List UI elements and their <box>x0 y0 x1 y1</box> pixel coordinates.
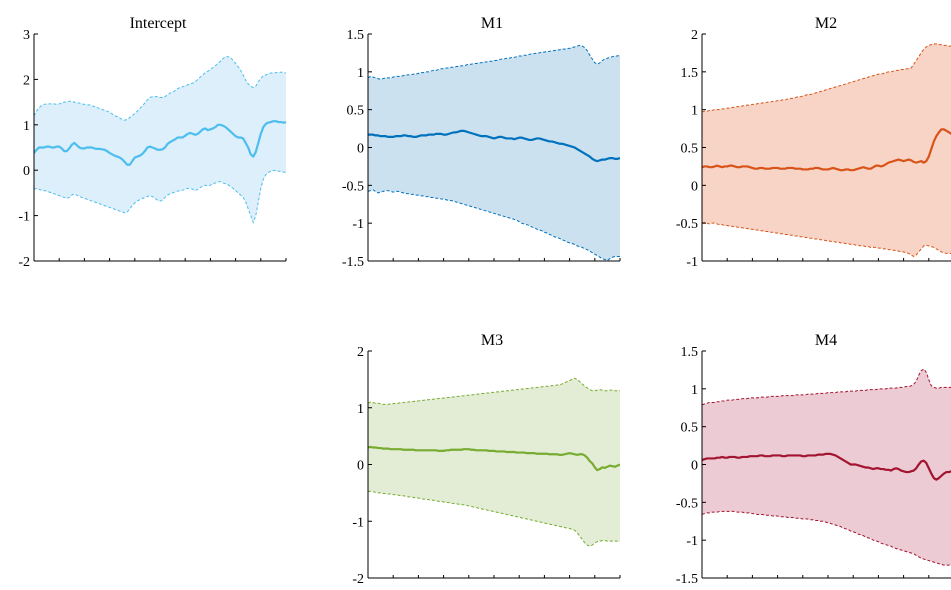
subplot-m2: -1 -0.5 0 0.5 1 1.5 2 M2 <box>676 15 951 270</box>
y-tick-label-intercept: 1 <box>23 119 30 134</box>
plot-area-m2 <box>702 43 951 258</box>
subplot-m1: -1.5 -1 -0.5 0 0.5 1 1.5 M1 <box>342 15 621 270</box>
lower-bound-line-m3 <box>368 490 620 547</box>
y-tick-label-intercept: -2 <box>18 255 30 270</box>
y-tick-label-m3: 2 <box>357 345 364 360</box>
plot-area-m4 <box>702 368 951 566</box>
y-tick-label-m3: 0 <box>357 459 364 474</box>
upper-bound-line-m1 <box>368 44 620 80</box>
y-tick-label-m2: -0.5 <box>676 217 698 232</box>
y-tick-label-m2: 2 <box>691 28 698 43</box>
y-tick-label-intercept: -1 <box>18 210 30 225</box>
estimate-line-m2 <box>702 128 951 172</box>
plot-area-m1 <box>368 44 620 261</box>
chart-title-m4: M4 <box>815 332 837 349</box>
y-tick-label-m4: 0.5 <box>681 421 699 436</box>
estimate-line-intercept <box>34 120 286 166</box>
y-tick-label-m1: 0.5 <box>347 104 365 119</box>
chart-title-m3: M3 <box>481 332 503 349</box>
upper-bound-line-intercept <box>34 56 286 121</box>
y-tick-label-m4: 1.5 <box>681 345 699 360</box>
plot-area-intercept <box>34 56 286 224</box>
y-tick-label-m1: 0 <box>357 142 364 157</box>
y-tick-label-m1: -1 <box>352 217 364 232</box>
y-tick-label-m4: -0.5 <box>676 496 698 511</box>
plot-area-m3 <box>368 377 620 547</box>
upper-bound-line-m3 <box>368 377 620 405</box>
y-tick-label-m1: -0.5 <box>342 179 364 194</box>
y-tick-label-m2: 1 <box>691 104 698 119</box>
y-tick-label-m1: 1.5 <box>347 28 365 43</box>
y-tick-label-intercept: 0 <box>23 164 30 179</box>
y-tick-label-m2: -1 <box>686 255 698 270</box>
y-tick-label-m4: 0 <box>691 459 698 474</box>
chart-title-intercept: Intercept <box>130 15 187 32</box>
subplot-m4: -1.5 -1 -0.5 0 0.5 1 1.5 M4 <box>676 332 951 587</box>
upper-bound-line-m2 <box>702 43 951 113</box>
confidence-band-intercept <box>34 56 286 223</box>
lower-bound-line-intercept <box>34 169 286 224</box>
estimate-line-m3 <box>368 445 620 472</box>
estimate-line-m1 <box>368 129 620 163</box>
y-tick-label-m2: 0 <box>691 179 698 194</box>
chart-title-m2: M2 <box>815 15 837 32</box>
y-tick-label-intercept: 3 <box>23 28 30 43</box>
subplot-m3: -2 -1 0 1 2 M3 <box>352 332 621 587</box>
y-tick-label-m4: -1 <box>686 534 698 549</box>
subplot-intercept: -2 -1 0 1 2 3 Intercept <box>18 15 287 270</box>
y-tick-label-m1: -1.5 <box>342 255 364 270</box>
confidence-band-m1 <box>368 45 620 261</box>
chart-title-m1: M1 <box>481 15 503 32</box>
y-tick-label-m4: -1.5 <box>676 572 698 587</box>
upper-bound-line-m4 <box>702 368 951 406</box>
confidence-band-m4 <box>702 369 951 566</box>
y-tick-label-m4: 1 <box>691 383 698 398</box>
confidence-band-m2 <box>702 43 951 257</box>
y-tick-label-m2: 0.5 <box>681 142 699 157</box>
confidence-band-m3 <box>368 378 620 547</box>
y-tick-label-intercept: 2 <box>23 73 30 88</box>
lower-bound-line-m2 <box>702 221 951 258</box>
y-tick-label-m2: 1.5 <box>681 66 699 81</box>
y-tick-label-m3: -2 <box>352 572 364 587</box>
y-tick-label-m1: 1 <box>357 66 364 81</box>
estimate-line-m4 <box>702 452 951 481</box>
lower-bound-line-m1 <box>368 189 620 261</box>
y-tick-label-m3: -1 <box>352 515 364 530</box>
lower-bound-line-m4 <box>702 510 951 566</box>
y-tick-label-m3: 1 <box>357 402 364 417</box>
